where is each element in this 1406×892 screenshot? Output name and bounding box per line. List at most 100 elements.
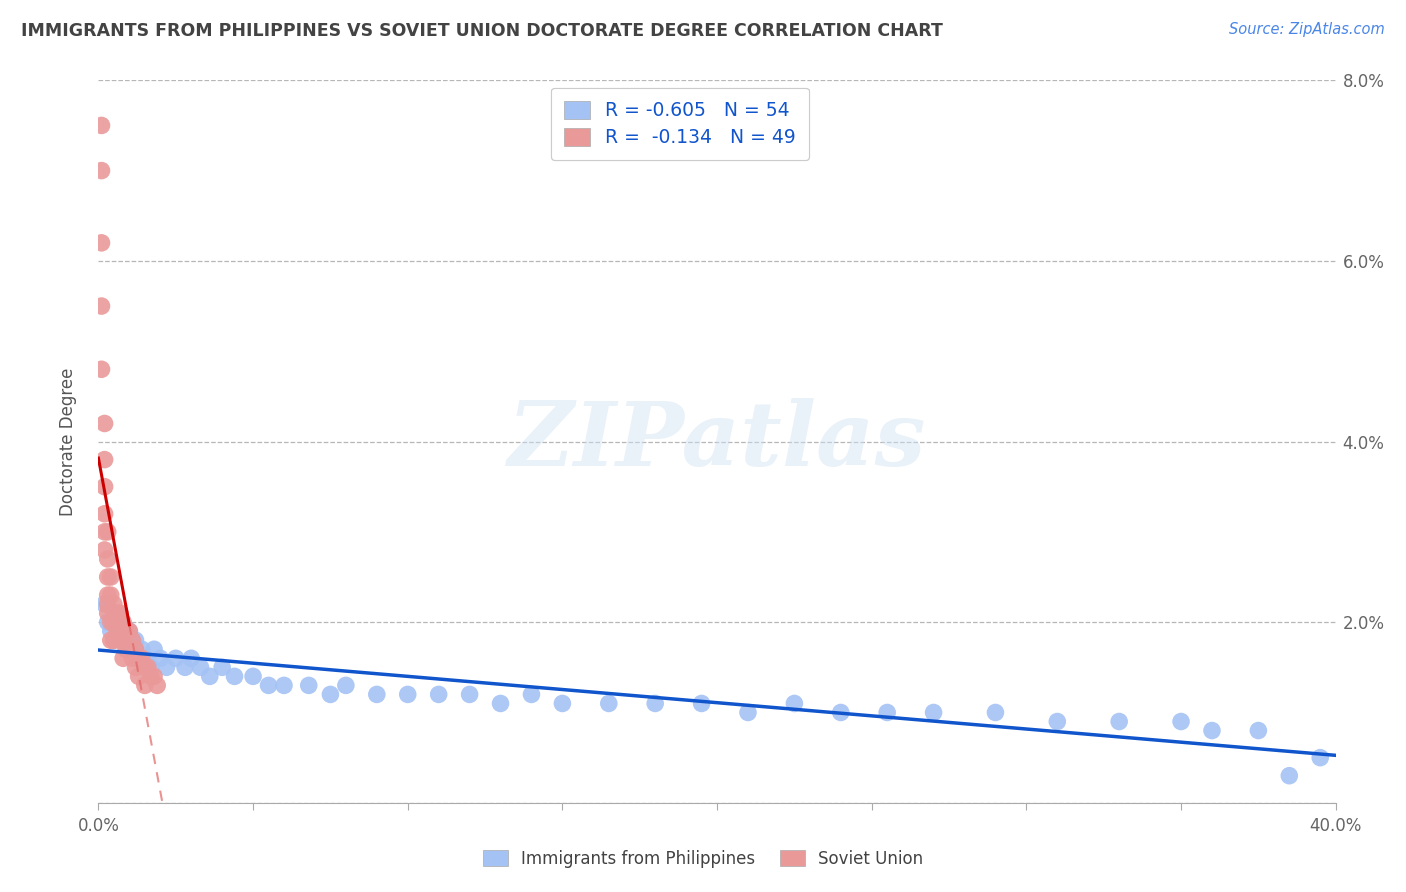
Point (124, 660, 146, 674)
Point (128, 669, 150, 683)
Point (108, 633, 131, 648)
Point (103, 633, 125, 648)
Point (1201, 723, 1223, 738)
Point (690, 697, 713, 711)
Point (121, 633, 143, 648)
Point (100, 633, 122, 648)
Point (335, 678, 357, 692)
Point (128, 651, 150, 665)
Point (124, 642, 146, 657)
Point (427, 687, 450, 701)
Point (97, 597, 120, 611)
Point (876, 706, 898, 720)
Point (105, 624, 128, 639)
Point (298, 678, 321, 692)
Point (134, 651, 156, 665)
Point (198, 669, 221, 683)
Point (134, 678, 156, 692)
Text: Source: ZipAtlas.com: Source: ZipAtlas.com (1229, 22, 1385, 37)
Point (118, 624, 141, 639)
Point (520, 687, 543, 701)
Point (112, 633, 135, 648)
Point (146, 678, 169, 692)
Point (112, 651, 135, 665)
Point (273, 678, 295, 692)
Point (136, 660, 159, 674)
Point (155, 660, 177, 674)
Point (1108, 714, 1130, 729)
Point (97, 606, 120, 620)
Point (1046, 714, 1069, 729)
Point (93, 524, 115, 539)
Point (108, 615, 131, 630)
Y-axis label: Doctorate Degree: Doctorate Degree (59, 368, 77, 516)
Point (103, 615, 125, 630)
Point (112, 633, 135, 648)
Point (190, 660, 212, 674)
Point (143, 669, 166, 683)
Point (224, 669, 246, 683)
Point (118, 642, 141, 657)
Point (93, 507, 115, 521)
Point (257, 678, 280, 692)
Point (783, 697, 806, 711)
Point (922, 706, 945, 720)
Point (90, 163, 112, 178)
Point (1170, 714, 1192, 729)
Point (134, 660, 156, 674)
Text: IMMIGRANTS FROM PHILIPPINES VS SOVIET UNION DOCTORATE DEGREE CORRELATION CHART: IMMIGRANTS FROM PHILIPPINES VS SOVIET UN… (21, 22, 943, 40)
Point (1309, 750, 1331, 764)
Point (97, 588, 120, 602)
Point (93, 480, 115, 494)
Point (108, 606, 131, 620)
Point (174, 660, 197, 674)
Legend: R = -0.605   N = 54, R =  -0.134   N = 49: R = -0.605 N = 54, R = -0.134 N = 49 (551, 87, 808, 160)
Point (139, 660, 162, 674)
Point (242, 669, 264, 683)
Point (121, 651, 143, 665)
Point (103, 597, 125, 611)
Legend: Immigrants from Philippines, Soviet Union: Immigrants from Philippines, Soviet Unio… (475, 844, 931, 875)
Point (105, 615, 128, 630)
Point (93, 417, 115, 431)
Point (131, 642, 153, 657)
Point (93, 597, 115, 611)
Point (131, 651, 153, 665)
Point (139, 669, 162, 683)
Text: ZIPatlas: ZIPatlas (509, 399, 925, 484)
Point (598, 697, 620, 711)
Point (90, 362, 112, 376)
Point (97, 524, 120, 539)
Point (93, 452, 115, 467)
Point (100, 588, 122, 602)
Point (97, 615, 120, 630)
Point (551, 697, 574, 711)
Point (90, 299, 112, 313)
Point (737, 706, 759, 720)
Point (319, 687, 342, 701)
Point (644, 697, 666, 711)
Point (90, 119, 112, 133)
Point (108, 624, 131, 639)
Point (118, 624, 141, 639)
Point (180, 651, 202, 665)
Point (112, 615, 135, 630)
Point (396, 687, 419, 701)
Point (489, 697, 512, 711)
Point (103, 633, 125, 648)
Point (366, 687, 388, 701)
Point (128, 651, 150, 665)
Point (97, 552, 120, 566)
Point (97, 570, 120, 584)
Point (115, 642, 138, 657)
Point (100, 624, 122, 639)
Point (1278, 769, 1301, 783)
Point (143, 642, 166, 657)
Point (100, 570, 122, 584)
Point (90, 235, 112, 250)
Point (165, 651, 187, 665)
Point (100, 615, 122, 630)
Point (115, 642, 138, 657)
Point (124, 633, 146, 648)
Point (93, 542, 115, 557)
